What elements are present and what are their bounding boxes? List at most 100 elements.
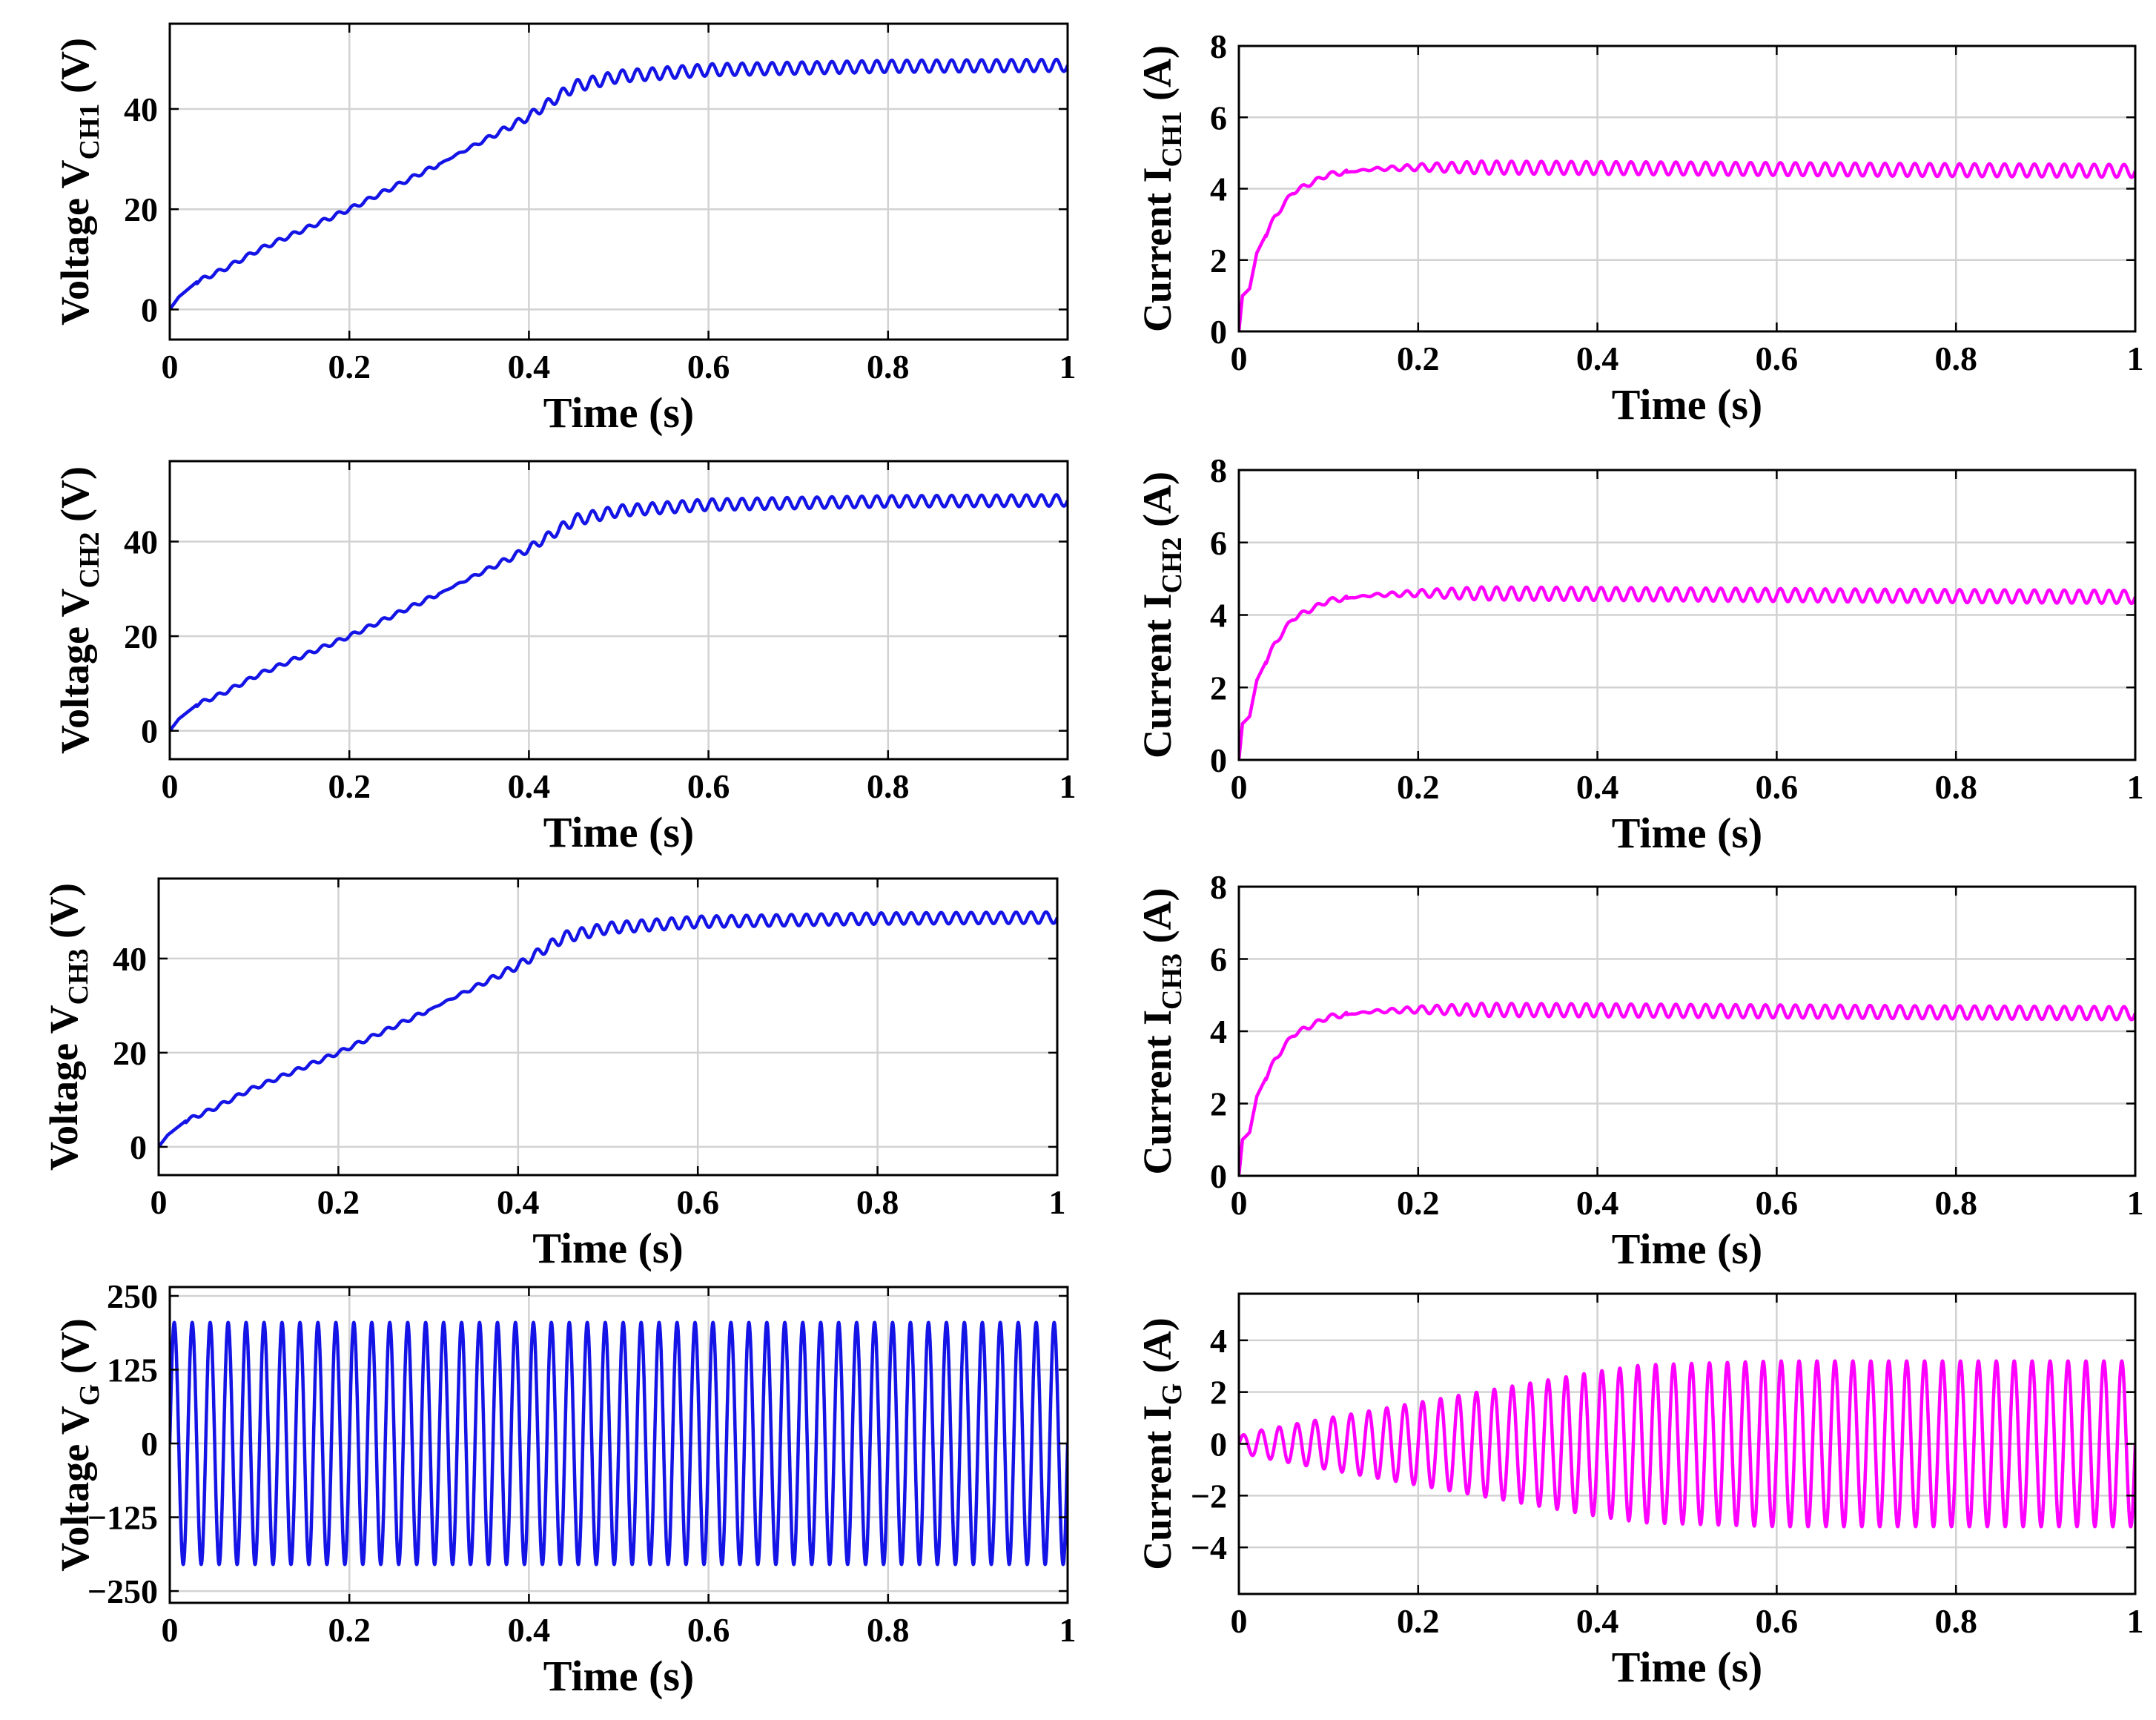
x-tick-label: 0.6 [676, 1183, 719, 1221]
x-axis-label: Time (s) [532, 1224, 684, 1272]
plot-frame [168, 460, 1069, 761]
series-line-v_g [170, 1320, 1068, 1567]
y-tick-label: 125 [107, 1351, 158, 1389]
x-tick-label: 1 [2127, 1184, 2144, 1222]
x-tick-label: 0.6 [687, 1611, 730, 1649]
y-tick-label: 6 [1210, 524, 1227, 562]
y-axis-label: Current ICH1 (A) [1135, 45, 1188, 332]
x-tick-label: 0 [162, 348, 179, 386]
y-axis-label: Voltage VCH2 (V) [53, 466, 105, 754]
y-tick-label: −250 [87, 1572, 158, 1610]
y-tick-label: 0 [141, 1425, 158, 1463]
x-tick-label: 0.4 [508, 348, 551, 386]
y-axis-label-unit: (V) [53, 38, 97, 103]
x-tick-label: 0.2 [1397, 1184, 1440, 1222]
x-tick-label: 1 [1059, 348, 1077, 386]
y-axis-label-subscript: G [1157, 1383, 1188, 1406]
y-axis-label-main: Voltage V [42, 1005, 86, 1171]
y-tick-label: 4 [1210, 597, 1227, 635]
x-tick-label: 0.2 [328, 767, 371, 805]
x-tick-label: 0.8 [856, 1183, 899, 1221]
x-tick-label: 1 [1059, 1611, 1077, 1649]
x-tick-label: 1 [2127, 1602, 2144, 1640]
x-tick-label: 0.2 [317, 1183, 360, 1221]
chart-i_g: 0 0.2 0.4 0.6 0.8 1 −4 −2 0 2 4 Time (s) Current IG … [1135, 1292, 2144, 1691]
y-tick-label: 2 [1210, 1085, 1227, 1123]
y-axis-label-main: Current I [1135, 593, 1180, 758]
chart-i_ch3: 0 0.2 0.4 0.6 0.8 1 0 2 4 6 8 Time (s) Current ICH3 … [1135, 868, 2144, 1273]
chart-i_ch2: 0 0.2 0.4 0.6 0.8 1 0 2 4 6 8 Time (s) Current ICH2 … [1135, 452, 2144, 857]
x-tick-label: 0.6 [1756, 1602, 1799, 1640]
y-axis-label: Voltage VG (V) [53, 1318, 105, 1572]
x-axis-label: Time (s) [1612, 1643, 1763, 1691]
x-tick-label: 0.4 [1576, 1602, 1619, 1640]
y-tick-label: 0 [1210, 741, 1227, 779]
x-tick-label: 0.8 [1934, 768, 1977, 806]
y-tick-label: 20 [113, 1034, 147, 1072]
y-tick-label: 6 [1210, 99, 1227, 136]
y-tick-label: 0 [141, 712, 158, 750]
x-tick-label: 1 [2127, 340, 2144, 377]
x-tick-label: 0.8 [1934, 340, 1977, 377]
series-line-i_ch2 [1239, 585, 2135, 760]
y-axis-label: Current ICH3 (A) [1135, 888, 1188, 1175]
y-axis-label-subscript: CH3 [1157, 953, 1188, 1010]
x-tick-label: 0.4 [508, 1611, 551, 1649]
x-tick-label: 0 [1231, 1184, 1248, 1222]
y-tick-label: 2 [1210, 242, 1227, 280]
x-tick-label: 0 [1231, 768, 1248, 806]
series-line-v_ch3 [159, 910, 1057, 1148]
plot-frame [157, 877, 1059, 1177]
y-axis-label: Voltage VCH1 (V) [53, 38, 105, 325]
y-axis-label-subscript: CH1 [74, 103, 105, 159]
plot-frame [168, 1286, 1069, 1604]
series-line-i_ch3 [1239, 1002, 2135, 1176]
x-tick-label: 0.6 [687, 767, 730, 805]
x-tick-label: 0 [162, 1611, 179, 1649]
x-tick-label: 0.2 [1397, 1602, 1440, 1640]
x-tick-label: 0 [162, 767, 179, 805]
x-axis-label: Time (s) [543, 388, 695, 437]
x-axis-label: Time (s) [543, 1652, 695, 1700]
x-axis-label: Time (s) [543, 808, 695, 856]
y-axis-label-subscript: CH1 [1157, 110, 1188, 167]
x-tick-label: 1 [1059, 767, 1077, 805]
y-tick-label: 8 [1210, 868, 1227, 906]
chart-v_ch2: 0 0.2 0.4 0.6 0.8 1 0 20 40 Time (s) Voltage VCH2 … [53, 460, 1077, 856]
y-axis-label-main: Current I [1135, 1010, 1180, 1175]
series-line-i_g [1239, 1359, 2135, 1529]
x-tick-label: 0.8 [867, 348, 910, 386]
x-tick-label: 0.2 [1397, 768, 1440, 806]
y-tick-label: 6 [1210, 941, 1227, 979]
series-line-i_ch1 [1239, 159, 2135, 331]
chart-v_ch3: 0 0.2 0.4 0.6 0.8 1 0 20 40 Time (s) Voltage VCH3 … [42, 877, 1066, 1272]
x-tick-label: 0.4 [1576, 1184, 1619, 1222]
x-axis-label: Time (s) [1612, 809, 1763, 857]
y-axis-label: Current IG (A) [1135, 1317, 1188, 1570]
y-tick-label: 8 [1210, 27, 1227, 65]
y-tick-label: 4 [1210, 1013, 1227, 1051]
y-axis-label: Voltage VCH3 (V) [42, 883, 94, 1171]
y-axis-label-main: Current I [1135, 1405, 1180, 1570]
y-axis-label-subscript: G [74, 1384, 105, 1406]
series-line-v_ch2 [170, 493, 1068, 732]
x-tick-label: 0.8 [1934, 1602, 1977, 1640]
x-tick-label: 0.2 [328, 1611, 371, 1649]
y-axis-label-subscript: CH2 [74, 532, 105, 588]
y-tick-label: 40 [124, 523, 158, 560]
series-line-v_ch1 [170, 57, 1068, 311]
x-tick-label: 0.4 [508, 767, 551, 805]
x-tick-label: 0.6 [687, 348, 730, 386]
y-tick-label: 2 [1210, 669, 1227, 707]
chart-i_ch1: 0 0.2 0.4 0.6 0.8 1 0 2 4 6 8 Time (s) Current ICH1 … [1135, 27, 2144, 429]
y-axis-label-main: Voltage V [53, 1406, 97, 1572]
x-tick-label: 1 [2127, 768, 2144, 806]
y-tick-label: 40 [124, 90, 158, 128]
plot-frame [168, 22, 1069, 341]
y-tick-label: −125 [87, 1499, 158, 1537]
x-tick-label: 0.2 [1397, 340, 1440, 377]
y-axis-label-main: Voltage V [53, 588, 97, 754]
x-tick-label: 0.2 [328, 348, 371, 386]
y-tick-label: 4 [1210, 1322, 1227, 1360]
